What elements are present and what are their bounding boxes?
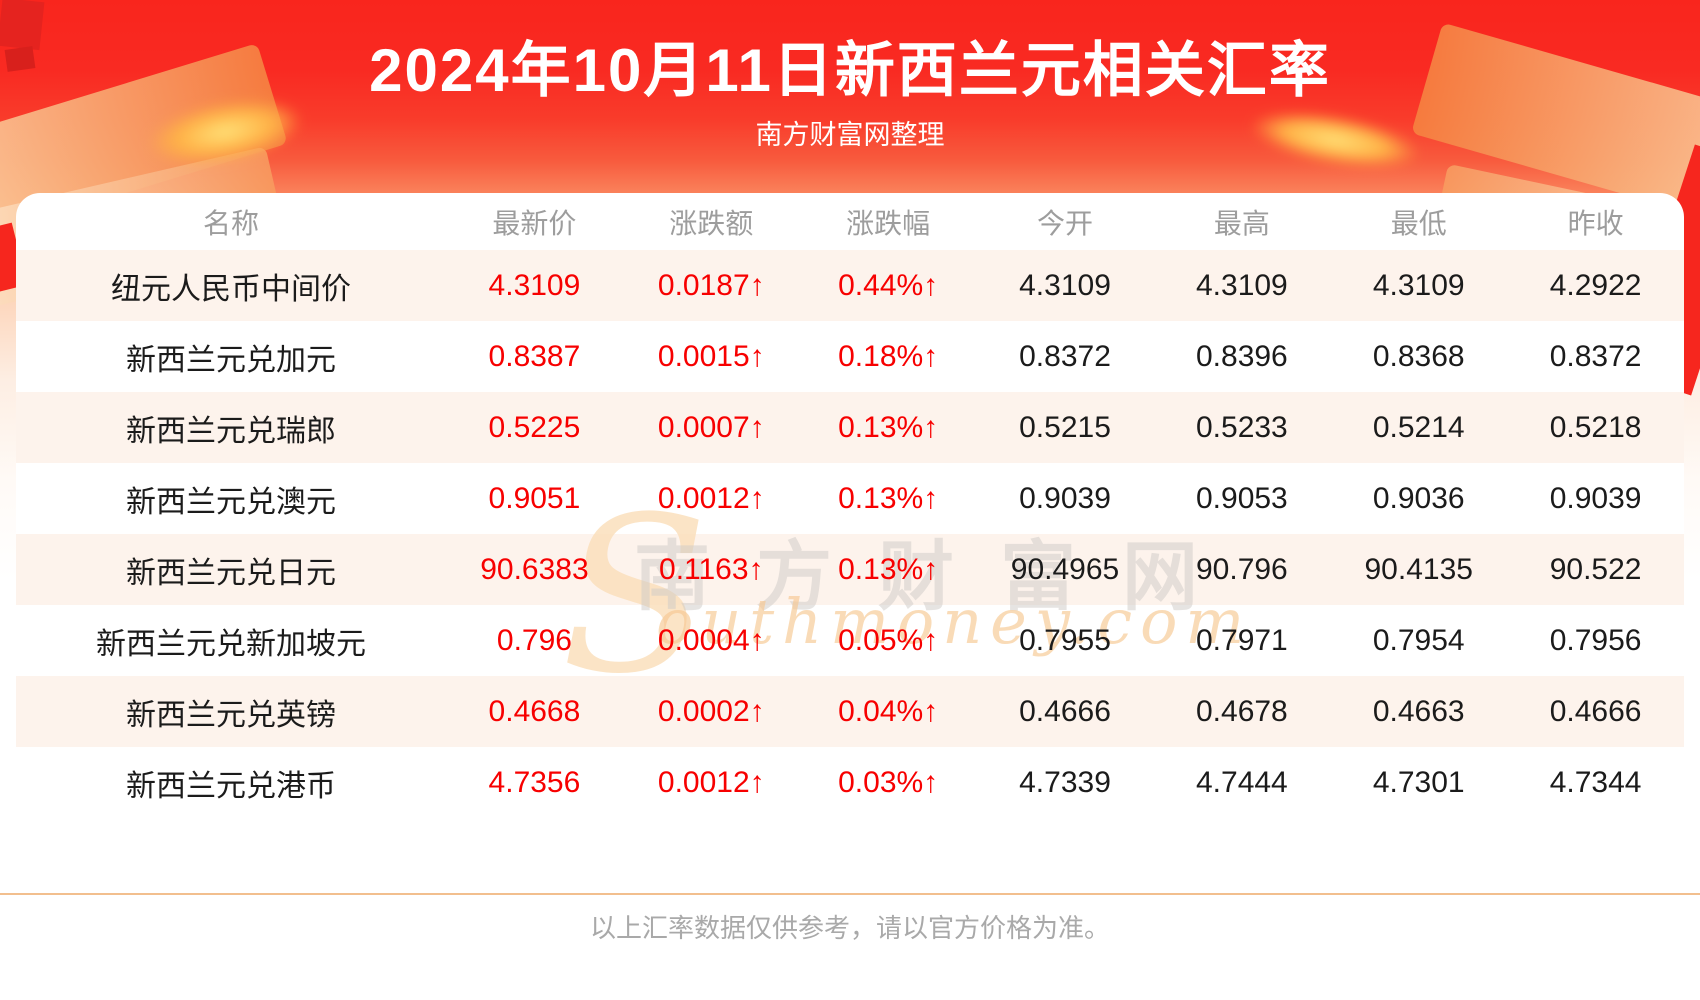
latest-price: 0.5225 [488, 410, 581, 444]
high-price: 90.796 [1195, 552, 1288, 586]
change-amount: 0.0012↑ [657, 765, 765, 799]
prev-close-price: 90.522 [1549, 552, 1642, 586]
pair-name: 新西兰元兑新加坡元 [96, 627, 366, 661]
column-header-high: 最高 [1213, 207, 1270, 239]
change-amount: 0.0012↑ [657, 481, 765, 515]
column-header-prev-close: 昨收 [1567, 207, 1624, 239]
change-percent: 0.18%↑ [838, 339, 939, 373]
low-price: 4.7301 [1372, 765, 1465, 799]
low-price: 0.7954 [1372, 623, 1465, 657]
high-price: 4.7444 [1195, 765, 1288, 799]
change-amount: 0.0002↑ [657, 694, 765, 728]
table-header-row: 名称 最新价 涨跌额 涨跌幅 今开 最高 最低 昨收 [16, 193, 1684, 250]
pair-name: 新西兰元兑英镑 [126, 698, 336, 732]
high-price: 4.3109 [1195, 268, 1288, 302]
open-price: 4.3109 [1019, 268, 1111, 302]
page-subtitle: 南方财富网整理 [755, 120, 945, 150]
page-title: 2024年10月11日新西兰元相关汇率 [369, 37, 1331, 104]
column-header-change: 涨跌额 [669, 207, 754, 239]
prev-close-price: 4.7344 [1549, 765, 1642, 799]
high-price: 0.8396 [1195, 339, 1288, 373]
latest-price: 0.9051 [488, 481, 581, 515]
open-price: 0.8372 [1019, 339, 1111, 373]
low-price: 0.4663 [1372, 694, 1465, 728]
open-price: 4.7339 [1019, 765, 1111, 799]
low-price: 0.8368 [1372, 339, 1465, 373]
change-amount: 0.0015↑ [657, 339, 765, 373]
column-header-change-pct: 涨跌幅 [846, 207, 931, 239]
change-percent: 0.03%↑ [838, 765, 939, 799]
latest-price: 0.8387 [488, 339, 581, 373]
change-percent: 0.13%↑ [838, 552, 939, 586]
pair-name: 新西兰元兑加元 [126, 343, 336, 377]
latest-price: 4.7356 [488, 765, 581, 799]
pair-name: 新西兰元兑澳元 [126, 485, 336, 519]
prev-close-price: 0.8372 [1549, 339, 1642, 373]
low-price: 4.3109 [1372, 268, 1465, 302]
prev-close-price: 0.4666 [1549, 694, 1642, 728]
latest-price: 4.3109 [488, 268, 581, 302]
open-price: 0.9039 [1019, 481, 1111, 515]
change-amount: 0.0187↑ [657, 268, 765, 302]
open-price: 0.4666 [1019, 694, 1111, 728]
latest-price: 0.4668 [488, 694, 581, 728]
latest-price: 0.796 [496, 623, 572, 657]
table-row: 新西兰元兑加元 0.8387 0.0015↑ 0.18%↑ 0.8372 0.8… [16, 321, 1684, 392]
change-percent: 0.13%↑ [838, 481, 939, 515]
table-row: 新西兰元兑港币 4.7356 0.0012↑ 0.03%↑ 4.7339 4.7… [16, 747, 1684, 818]
high-price: 0.5233 [1195, 410, 1288, 444]
table-row: 新西兰元兑日元 90.6383 0.1163↑ 0.13%↑ 90.4965 9… [16, 534, 1684, 605]
high-price: 0.4678 [1195, 694, 1288, 728]
footer-divider [0, 893, 1700, 895]
latest-price: 90.6383 [480, 552, 589, 586]
prev-close-price: 4.2922 [1549, 268, 1642, 302]
low-price: 90.4135 [1364, 552, 1473, 586]
pair-name: 新西兰元兑日元 [126, 556, 336, 590]
prev-close-price: 0.7956 [1549, 623, 1642, 657]
table-row: 新西兰元兑瑞郎 0.5225 0.0007↑ 0.13%↑ 0.5215 0.5… [16, 392, 1684, 463]
change-percent: 0.13%↑ [838, 410, 939, 444]
table-row: 纽元人民币中间价 4.3109 0.0187↑ 0.44%↑ 4.3109 4.… [16, 250, 1684, 321]
change-percent: 0.44%↑ [838, 268, 939, 302]
change-percent: 0.04%↑ [838, 694, 939, 728]
open-price: 0.5215 [1019, 410, 1111, 444]
prev-close-price: 0.5218 [1549, 410, 1642, 444]
column-header-latest: 最新价 [492, 207, 577, 239]
high-price: 0.9053 [1195, 481, 1288, 515]
disclaimer-text: 以上汇率数据仅供参考，请以官方价格为准。 [589, 913, 1110, 943]
change-amount: 0.0004↑ [657, 623, 765, 657]
low-price: 0.5214 [1372, 410, 1465, 444]
table-row: 新西兰元兑英镑 0.4668 0.0002↑ 0.04%↑ 0.4666 0.4… [16, 676, 1684, 747]
pair-name: 纽元人民币中间价 [111, 272, 351, 306]
low-price: 0.9036 [1372, 481, 1465, 515]
change-amount: 0.1163↑ [659, 552, 764, 586]
column-header-low: 最低 [1390, 207, 1447, 239]
table-row: 新西兰元兑澳元 0.9051 0.0012↑ 0.13%↑ 0.9039 0.9… [16, 463, 1684, 534]
prev-close-price: 0.9039 [1549, 481, 1642, 515]
table-row: 新西兰元兑新加坡元 0.796 0.0004↑ 0.05%↑ 0.7955 0.… [16, 605, 1684, 676]
change-percent: 0.05%↑ [838, 623, 939, 657]
pair-name: 新西兰元兑港币 [126, 769, 336, 803]
exchange-rate-table: 名称 最新价 涨跌额 涨跌幅 今开 最高 最低 昨收 纽元人民币中间价 4.31… [16, 193, 1684, 818]
column-header-name: 名称 [202, 207, 259, 239]
change-amount: 0.0007↑ [657, 410, 765, 444]
column-header-open: 今开 [1037, 207, 1094, 239]
high-price: 0.7971 [1195, 623, 1288, 657]
open-price: 90.4965 [1010, 552, 1120, 586]
pair-name: 新西兰元兑瑞郎 [126, 414, 336, 448]
open-price: 0.7955 [1019, 623, 1111, 657]
